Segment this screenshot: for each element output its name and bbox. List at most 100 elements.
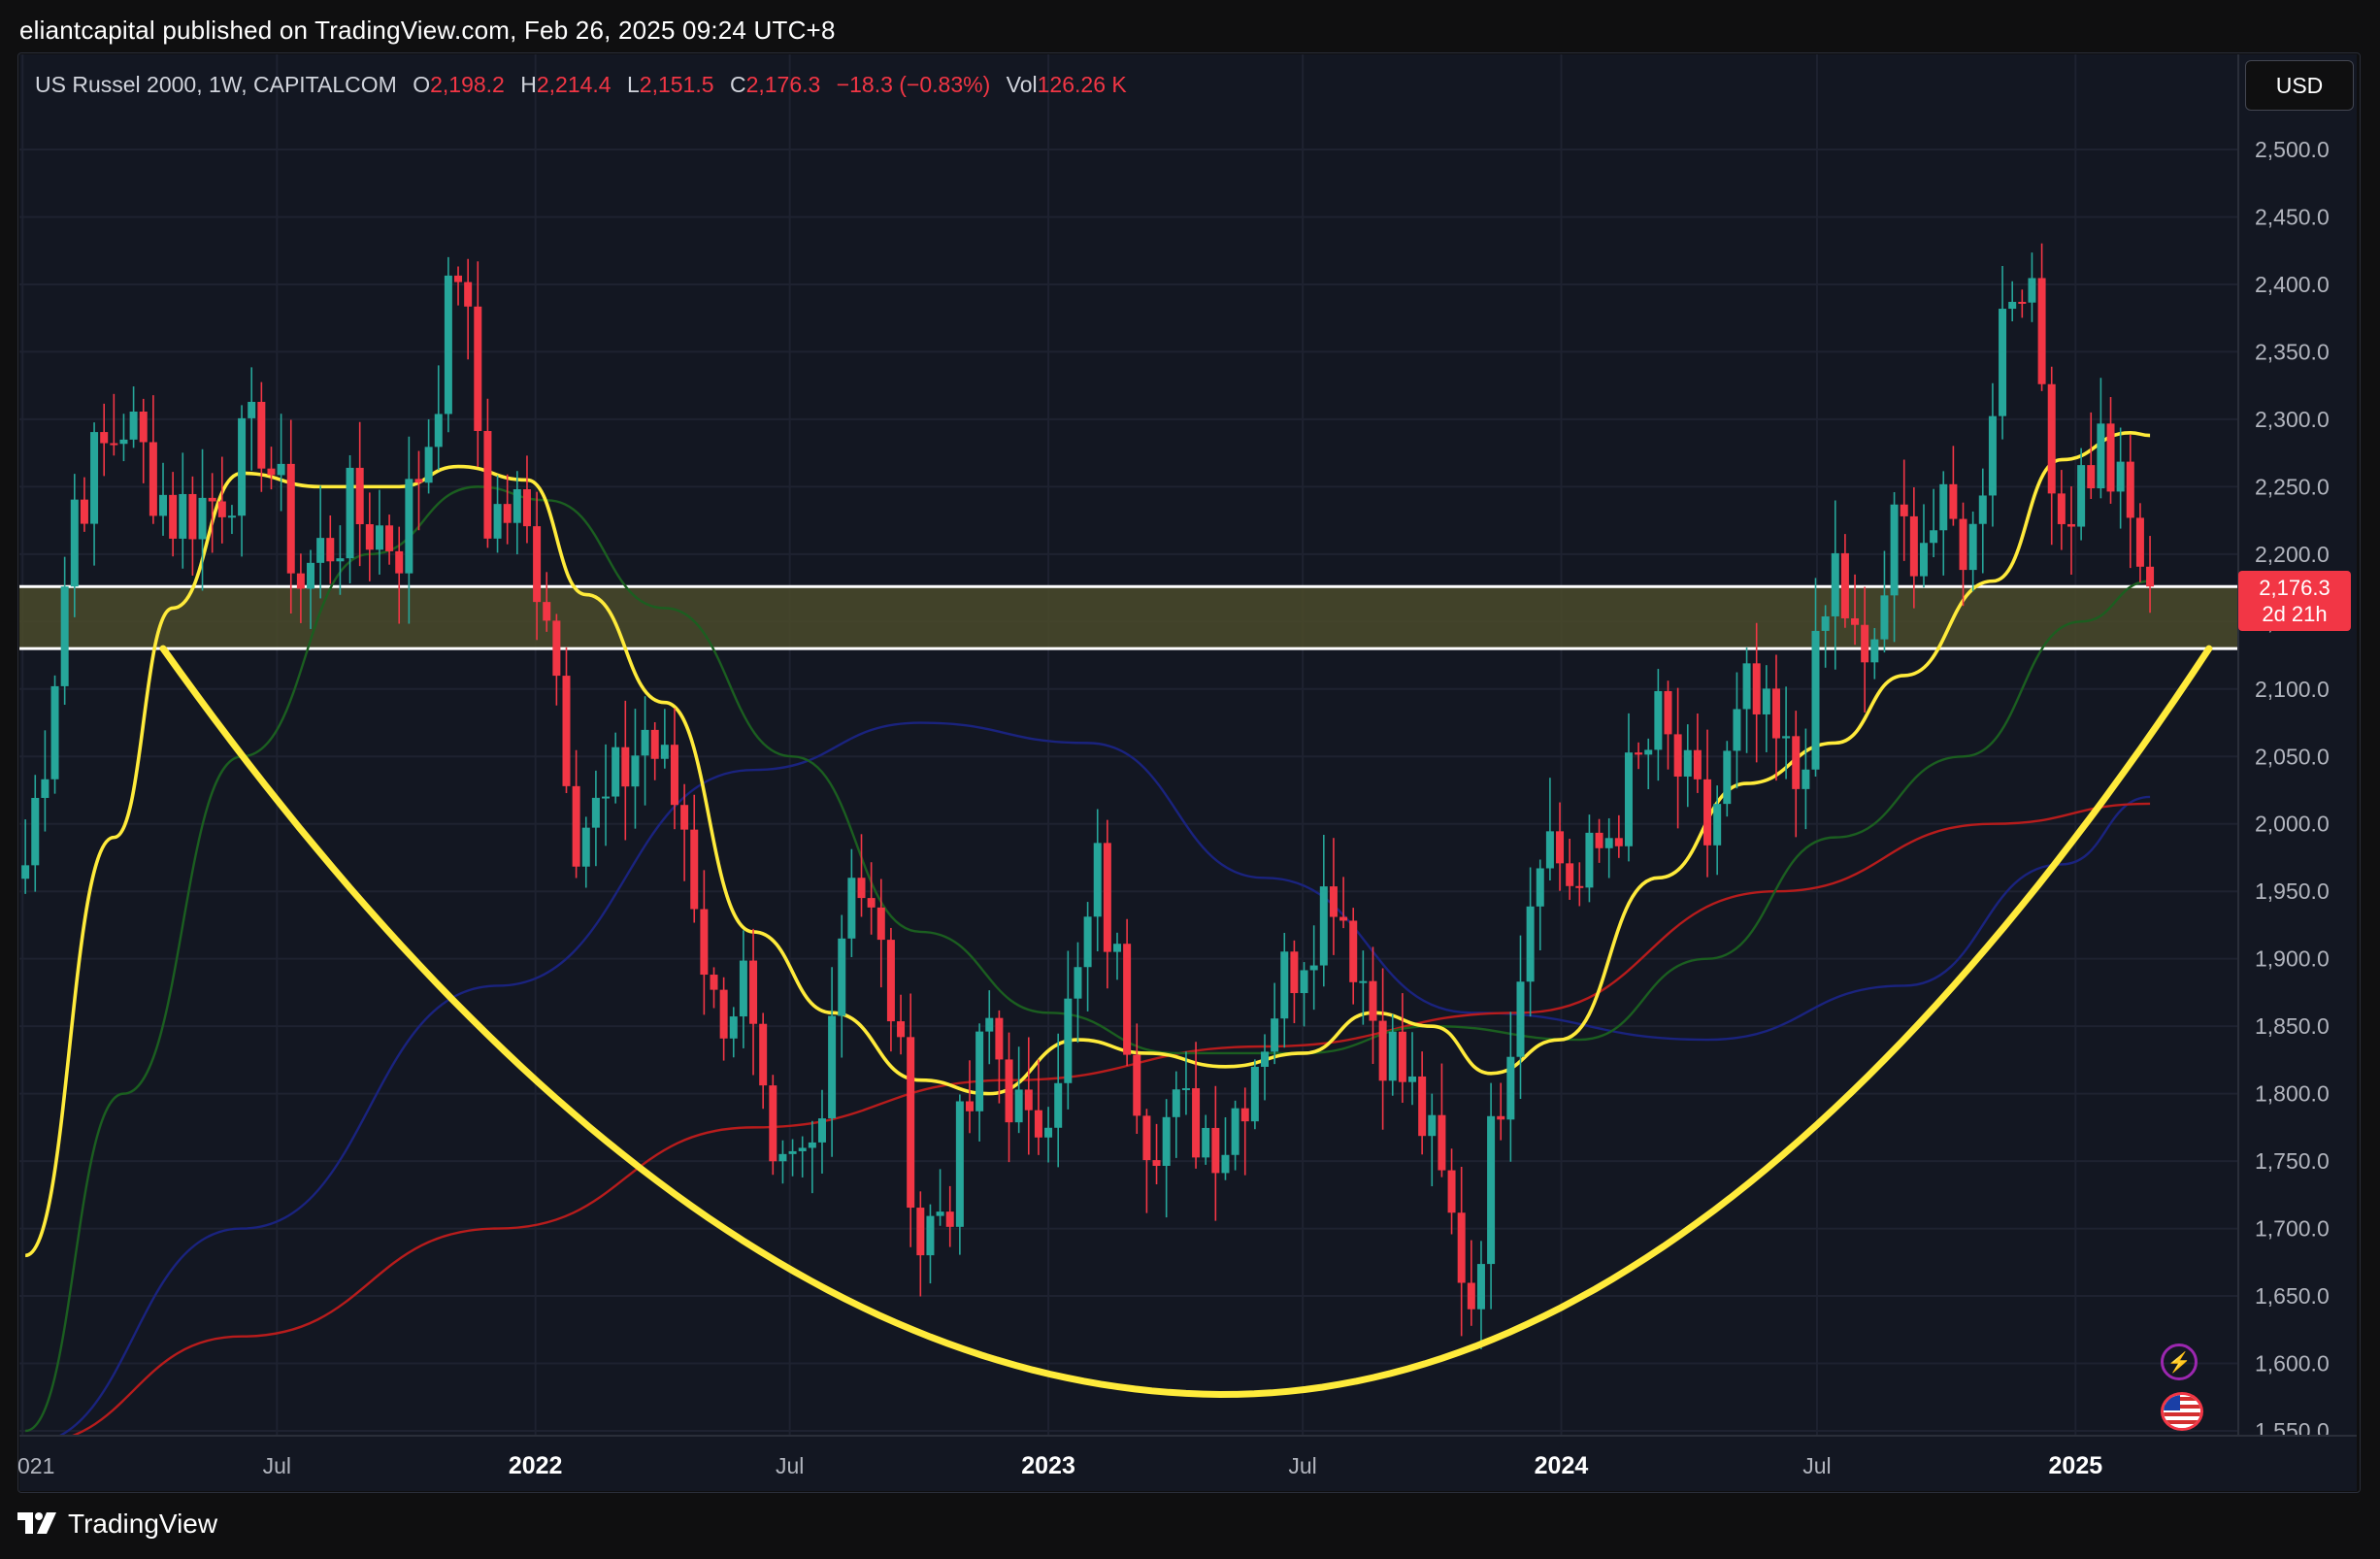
candle-body — [179, 493, 187, 539]
candle-down — [1635, 742, 1643, 770]
candle-down — [1192, 1042, 1201, 1169]
candle-down — [1703, 729, 1712, 878]
time-axis: 021 Jul 2022 Jul 2023 Jul 2024 Jul 2025 — [17, 1435, 2357, 1491]
candle-down — [543, 572, 551, 632]
candle-down — [1123, 918, 1132, 1066]
candle-up — [434, 365, 443, 471]
footer-brand[interactable]: TradingView — [68, 1509, 218, 1539]
candle-up — [1988, 382, 1997, 527]
candle-down — [1349, 908, 1358, 1005]
currency-button[interactable]: USD — [2245, 60, 2354, 111]
candle-body — [1644, 749, 1653, 755]
candle-body — [238, 417, 247, 516]
candle-down — [1457, 1167, 1466, 1337]
candles — [21, 243, 2155, 1349]
candle-up — [1181, 1051, 1190, 1115]
candle-down — [700, 870, 709, 1015]
candle-down — [621, 700, 630, 841]
candle-up — [1713, 785, 1722, 876]
candle-body — [1181, 1088, 1190, 1091]
symbol-label[interactable]: US Russel 2000, 1W, CAPITALCOM — [35, 72, 397, 97]
candle-up — [602, 744, 611, 846]
candle-body — [60, 586, 69, 686]
publish-header: eliantcapital published on TradingView.c… — [0, 0, 2380, 56]
candle-down — [995, 1010, 1004, 1104]
candle-body — [562, 676, 571, 786]
support-zone-fill — [19, 586, 2238, 649]
candle-body — [670, 745, 678, 806]
lightning-icon[interactable]: ⚡ — [2161, 1343, 2198, 1380]
candle-up — [375, 489, 383, 575]
candle-down — [719, 977, 728, 1061]
candle-up — [1802, 728, 1810, 830]
candle-body — [1487, 1115, 1496, 1265]
time-tick-label: Jul — [1802, 1453, 1831, 1478]
candle-body — [1388, 1031, 1397, 1081]
candle-body — [1349, 920, 1358, 982]
candle-body — [650, 729, 659, 759]
candle-down — [1664, 680, 1672, 770]
candle-up — [1762, 665, 1770, 752]
candle-body — [2018, 301, 2027, 304]
candle-body — [1457, 1212, 1466, 1283]
candle-down — [2037, 243, 2046, 391]
candle-up — [1723, 741, 1732, 817]
candle-body — [1221, 1154, 1230, 1174]
candle-body — [2126, 461, 2134, 518]
time-tick-label: 2025 — [2049, 1452, 2103, 1479]
candle-body — [1604, 838, 1613, 848]
candle-down — [149, 395, 157, 524]
candle-body — [857, 878, 866, 899]
candle-up — [1083, 902, 1092, 1012]
candle-down — [355, 421, 364, 567]
candle-body — [1930, 530, 1938, 544]
candle-up — [2097, 378, 2105, 499]
last-price-value: 2,176.3 — [2259, 576, 2330, 600]
candle-down — [2087, 412, 2096, 500]
candle-body — [729, 1016, 738, 1039]
last-price-label: 2,176.3 2d 21h — [2238, 571, 2351, 631]
candle-up — [847, 848, 856, 957]
candle-down — [217, 456, 226, 544]
candle-down — [296, 553, 305, 623]
ma-long-line — [25, 721, 2151, 1446]
candle-body — [1811, 630, 1820, 770]
candle-up — [119, 414, 128, 462]
candle-body — [1202, 1127, 1210, 1158]
candle-body — [612, 746, 620, 797]
candle-body — [1673, 734, 1682, 777]
candle-up — [1044, 1107, 1053, 1163]
price-tick-label: 1,800.0 — [2255, 1081, 2330, 1107]
candle-body — [1231, 1108, 1240, 1155]
candle-down — [326, 514, 335, 584]
open-key: O — [413, 72, 431, 97]
candle-body — [817, 1118, 826, 1143]
candle-up — [1319, 834, 1328, 987]
candle-up — [591, 770, 600, 867]
candle-body — [2097, 423, 2105, 489]
candle-down — [886, 927, 895, 1052]
candle-body — [336, 558, 345, 562]
us-flag-icon[interactable] — [2161, 1392, 2203, 1431]
candle-up — [2008, 281, 2017, 322]
time-tick-label: Jul — [263, 1453, 291, 1478]
candle-up — [31, 775, 40, 892]
candle-up — [660, 709, 669, 769]
candle-body — [1614, 838, 1623, 846]
candle-up — [1280, 932, 1289, 1048]
candle-body — [198, 497, 207, 540]
candle-up — [1093, 809, 1102, 951]
candle-body — [680, 805, 689, 830]
price-tick-label: 1,650.0 — [2255, 1283, 2330, 1309]
candle-down — [1614, 814, 1623, 858]
candle-up — [316, 485, 325, 599]
candle-down — [710, 967, 718, 1009]
candle-down — [867, 862, 876, 935]
candle-body — [375, 525, 383, 550]
price-tick-label: 1,700.0 — [2255, 1216, 2330, 1242]
tradingview-logo-icon[interactable] — [17, 1510, 58, 1538]
candle-up — [1654, 669, 1663, 781]
candle-down — [2106, 397, 2115, 504]
candle-body — [1005, 1059, 1013, 1123]
